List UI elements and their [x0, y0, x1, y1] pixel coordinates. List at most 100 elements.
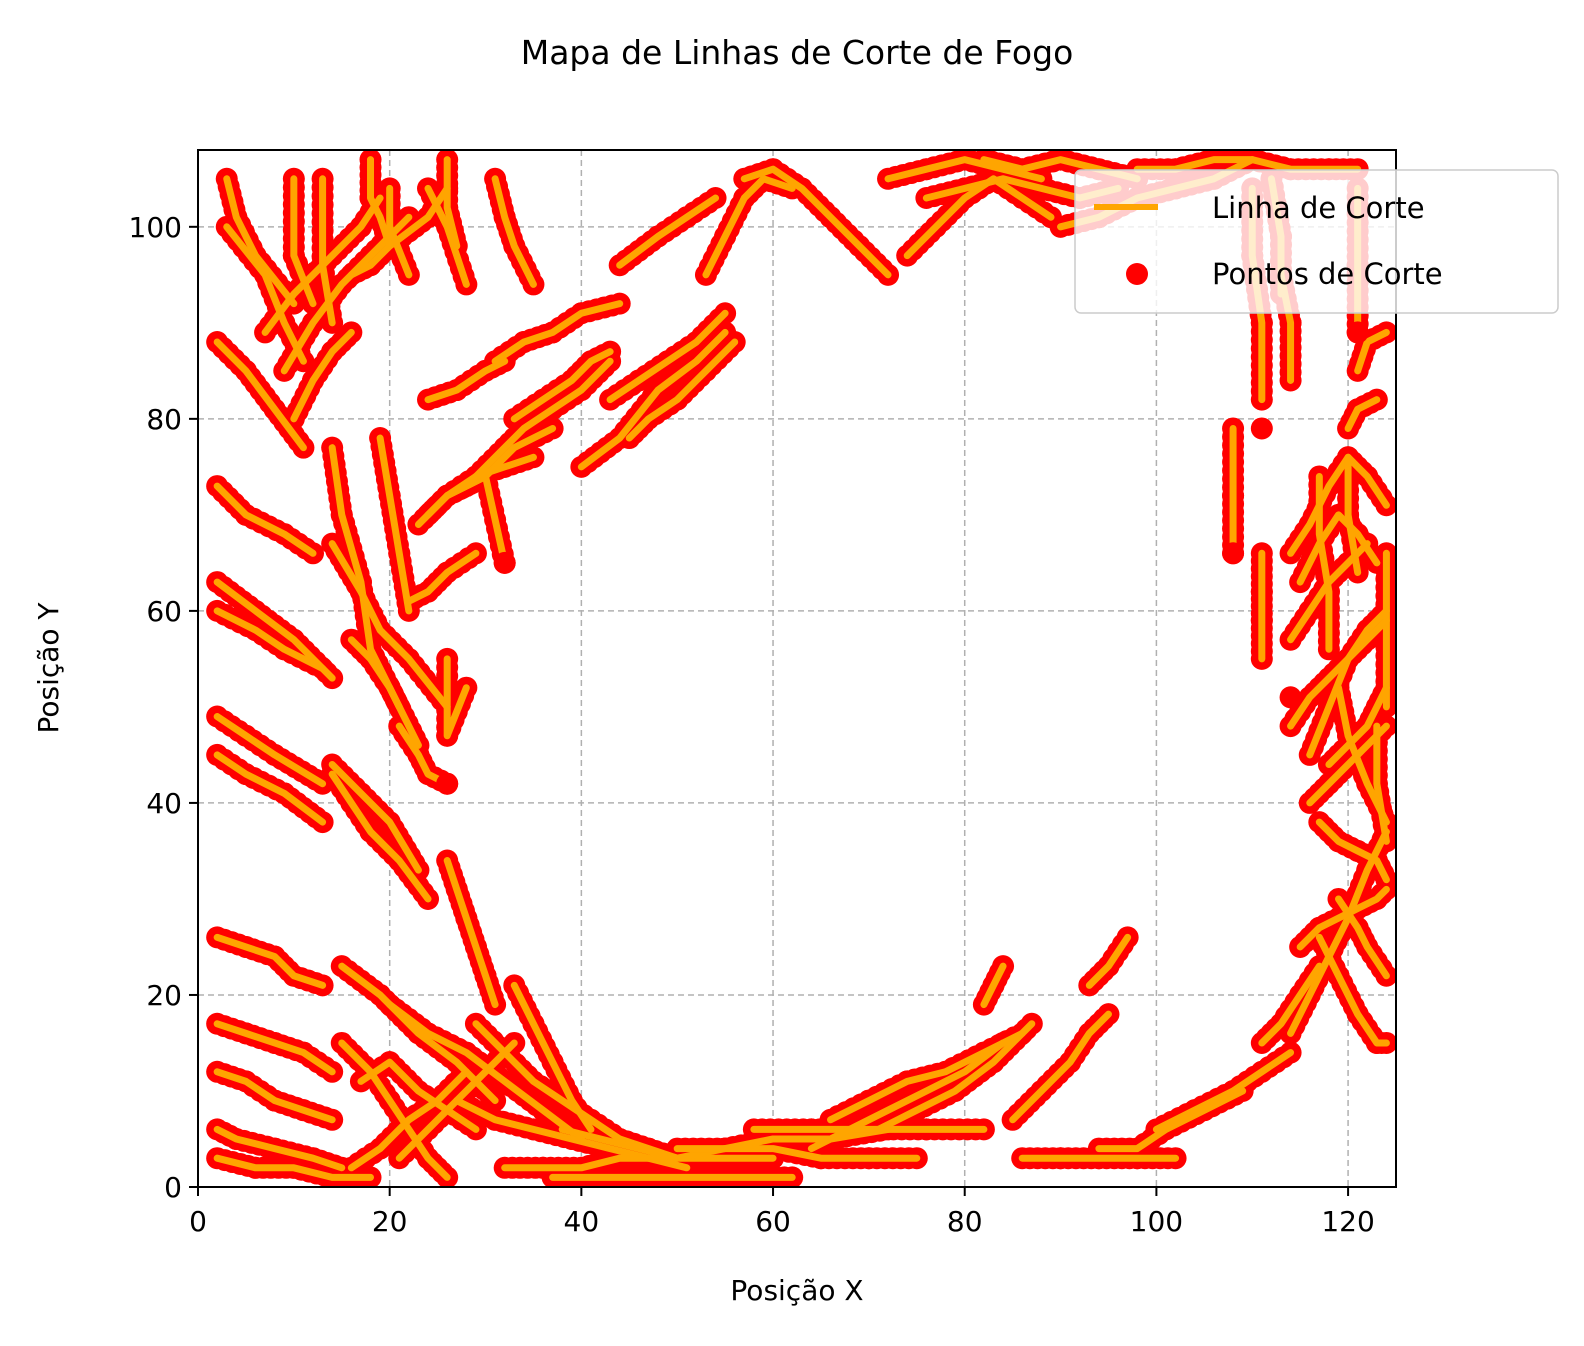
- cut-line: [328, 761, 422, 874]
- cut-line: [1258, 962, 1323, 1047]
- cut-line: [280, 213, 413, 375]
- cut-line: [338, 1039, 451, 1181]
- cut-point: [1250, 417, 1273, 440]
- x-tick-label: 120: [1321, 1205, 1374, 1238]
- cut-line: [213, 713, 327, 788]
- cut-line: [223, 223, 307, 365]
- cut-point: [436, 772, 459, 795]
- cut-line: [1095, 1087, 1247, 1153]
- cut-line: [1152, 1049, 1295, 1133]
- cut-line: [884, 156, 1045, 183]
- cut-line-markers: [1337, 388, 1388, 440]
- cut-line: [606, 309, 729, 404]
- cut-line: [510, 348, 614, 423]
- cut-line: [261, 194, 384, 336]
- cut-line: [491, 175, 537, 288]
- cut-line-markers: [484, 167, 545, 296]
- cut-line: [1085, 933, 1132, 989]
- x-tick-label: 100: [1130, 1205, 1183, 1238]
- plot-area: [206, 150, 1396, 1187]
- cut-point: [1222, 542, 1245, 565]
- cut-line: [213, 1020, 336, 1076]
- cut-line: [740, 165, 892, 279]
- cut-line: [347, 1068, 470, 1172]
- cut-line: [213, 1068, 336, 1124]
- x-tick-label: 60: [755, 1205, 791, 1238]
- y-tick-label: 20: [146, 979, 182, 1012]
- plot-frame: [197, 149, 1397, 1188]
- cut-line: [405, 549, 480, 605]
- cut-line: [213, 338, 307, 452]
- cut-line: [1287, 616, 1390, 730]
- cut-line: [1325, 684, 1390, 769]
- x-axis-label: Posição X: [730, 1274, 863, 1307]
- x-tick-label: 20: [372, 1205, 408, 1238]
- legend-marker-swatch: [1126, 263, 1148, 285]
- cut-line: [213, 607, 327, 672]
- legend: Linha de Corte Pontos de Corte: [1074, 169, 1559, 314]
- cut-line: [443, 156, 461, 250]
- y-tick-label: 0: [164, 1171, 182, 1204]
- cut-line: [1344, 396, 1381, 432]
- cut-line: [328, 770, 432, 903]
- cut-line: [491, 300, 624, 365]
- cut-line: [424, 184, 470, 288]
- cut-line: [338, 962, 499, 1105]
- cut-line: [213, 751, 327, 826]
- cut-line: [874, 1020, 1036, 1133]
- cut-line: [213, 1154, 375, 1181]
- cut-line: [443, 857, 499, 1009]
- cut-line: [367, 156, 394, 250]
- legend-box: [1074, 169, 1559, 314]
- cut-line: [213, 578, 336, 682]
- cut-line: [980, 962, 1007, 1009]
- cut-point: [1279, 686, 1302, 709]
- y-tick-label: 80: [146, 403, 182, 436]
- cut-line: [223, 175, 298, 308]
- cut-line: [472, 357, 614, 480]
- axis-ticks: 0 20 40 60 80 100 120 0 20 40 60 80 100: [129, 211, 1375, 1238]
- x-tick-label: 0: [189, 1205, 207, 1238]
- cut-line: [386, 184, 413, 279]
- cut-line: [702, 175, 796, 279]
- cut-line: [1354, 328, 1390, 375]
- cut-line: [443, 655, 470, 740]
- cut-line: [827, 1029, 1026, 1124]
- x-tick-label: 40: [564, 1205, 600, 1238]
- cut-line: [558, 1125, 892, 1162]
- cut-line: [616, 194, 720, 269]
- cut-line: [1009, 1010, 1112, 1124]
- cut-line: [1315, 818, 1390, 884]
- y-axis-label: Posição Y: [32, 602, 65, 734]
- cut-line: [1287, 828, 1390, 1037]
- cut-line: [501, 1154, 777, 1172]
- cut-line: [1133, 156, 1362, 173]
- cut-line: [213, 482, 317, 557]
- cut-line: [577, 328, 729, 471]
- cut-line: [376, 434, 413, 615]
- y-tick-label: 40: [146, 787, 182, 820]
- chart-title: Mapa de Linhas de Corte de Fogo: [521, 33, 1074, 72]
- cut-line: [319, 175, 336, 327]
- cut-line: [290, 175, 317, 308]
- y-tick-label: 100: [129, 211, 182, 244]
- cut-line: [213, 1125, 346, 1172]
- cut-line: [328, 540, 451, 711]
- cut-line: [1287, 453, 1390, 557]
- legend-label-line: Linha de Corte: [1212, 191, 1425, 225]
- cut-point: [493, 551, 516, 574]
- cut-line: [290, 328, 355, 423]
- cut-line: [673, 1145, 921, 1162]
- cut-line: [1373, 722, 1390, 845]
- cut-line: [1315, 472, 1333, 653]
- y-tick-label: 60: [146, 595, 182, 628]
- cut-line: [357, 1058, 480, 1133]
- cut-line: [1315, 933, 1390, 1047]
- cut-line: [424, 357, 509, 404]
- cut-line: [807, 1039, 1007, 1153]
- cut-line: [1344, 453, 1362, 576]
- cut-point: [1346, 321, 1369, 344]
- legend-label-points: Pontos de Corte: [1212, 257, 1443, 291]
- cut-line: [1334, 895, 1390, 980]
